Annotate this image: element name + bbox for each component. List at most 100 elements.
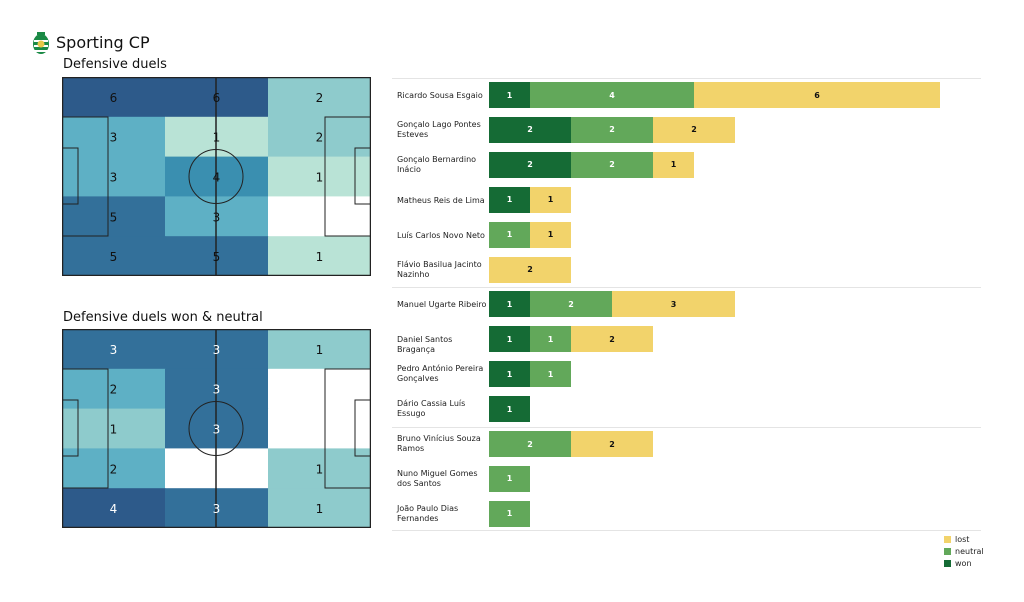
bar-won: 1 xyxy=(489,326,530,353)
heatmap-cell xyxy=(268,116,371,158)
heatmap-cell xyxy=(62,116,166,158)
sporting-logo-icon xyxy=(33,32,49,54)
heatmap-cell-label: 1 xyxy=(316,171,324,185)
player-name: Manuel Ugarte Ribeiro xyxy=(397,300,487,310)
pitch-markings xyxy=(62,77,371,276)
player-name: Pedro António Pereira Gonçalves xyxy=(397,364,484,384)
player-name: Flávio Basilua Jacinto Nazinho xyxy=(397,259,482,279)
heatmap-cell xyxy=(268,329,371,370)
heatmap-cell xyxy=(62,488,166,528)
heatmap-cell-label: 2 xyxy=(110,462,118,476)
heatmap-title-defensive-duels: Defensive duels xyxy=(63,57,167,72)
heatmap-cell-label: 3 xyxy=(213,383,221,397)
legend-swatch-won xyxy=(944,560,951,567)
team-name: Sporting CP xyxy=(56,33,150,52)
bar-neutral: 2 xyxy=(571,151,653,178)
heatmap-cell xyxy=(268,408,371,449)
group-separator xyxy=(392,427,981,428)
bar-neutral: 2 xyxy=(489,431,571,457)
bar-won: 1 xyxy=(489,291,530,318)
heatmap-cell-label: 5 xyxy=(110,250,118,264)
group-separator xyxy=(392,287,981,289)
bar-neutral: 1 xyxy=(489,221,530,248)
heatmap-cell xyxy=(268,236,371,276)
heatmap-cell xyxy=(62,156,166,197)
heatmap-cell-label: 1 xyxy=(316,250,324,264)
heatmap-cell-label: 3 xyxy=(213,423,221,437)
bar-won: 1 xyxy=(489,82,530,108)
bar-won: 1 xyxy=(489,186,530,213)
bar-neutral: 1 xyxy=(530,361,571,388)
bar-lost: 2 xyxy=(489,256,571,283)
player-name: Gonçalo Lago Pontes Esteves xyxy=(397,119,481,139)
heatmap-cell xyxy=(268,196,371,237)
bar-lost: 1 xyxy=(530,186,571,213)
heatmap-cell xyxy=(62,77,166,118)
player-name: Nuno Miguel Gomes dos Santos xyxy=(397,468,478,488)
heatmap-cell-label: 1 xyxy=(316,502,324,516)
heatmap-cell xyxy=(62,368,166,410)
legend-won: won xyxy=(944,559,972,568)
bar-neutral: 1 xyxy=(530,326,571,353)
bar-neutral: 2 xyxy=(571,116,653,143)
heatmap-cell-label: 4 xyxy=(213,171,221,185)
bar-lost: 6 xyxy=(694,82,940,108)
player-name: Ricardo Sousa Esgaio xyxy=(397,91,483,100)
heatmap-cell-label: 3 xyxy=(110,343,118,357)
heatmap-title-won-neutral: Defensive duels won & neutral xyxy=(63,310,263,325)
legend-neutral: neutral xyxy=(944,547,984,556)
player-name: Daniel Santos Bragança xyxy=(397,335,453,355)
heatmap-cell xyxy=(268,156,371,197)
heatmap-cell xyxy=(268,448,371,489)
player-name: Gonçalo Bernardino Inácio xyxy=(397,154,477,174)
bar-won: 1 xyxy=(489,396,530,423)
heatmap-cell-label: 3 xyxy=(213,210,221,224)
heatmap-cell-label: 3 xyxy=(213,343,221,357)
heatmap-cell-label: 1 xyxy=(316,462,324,476)
heatmap-cell-label: 1 xyxy=(316,343,324,357)
heatmap-cell-label: 3 xyxy=(110,171,118,185)
bar-lost: 1 xyxy=(653,151,694,178)
heatmap-cell-label: 2 xyxy=(316,131,324,145)
bar-neutral: 1 xyxy=(489,465,530,492)
group-separator xyxy=(392,530,981,531)
heatmap-cell-label: 1 xyxy=(110,423,118,437)
heatmap-cell-label: 3 xyxy=(110,131,118,145)
bar-lost: 2 xyxy=(653,116,735,143)
bar-won: 2 xyxy=(489,151,571,178)
heatmap-cell-label: 5 xyxy=(110,210,118,224)
heatmap-defensive-duels: 6 6 2 3 1 2 3 4 1 5 3 5 5 1 xyxy=(62,77,371,276)
heatmap-cell xyxy=(62,236,166,276)
pitch-markings xyxy=(62,329,371,528)
bar-neutral: 1 xyxy=(489,500,530,527)
bar-neutral: 2 xyxy=(530,291,612,318)
bar-lost: 2 xyxy=(571,326,653,353)
heatmap-cell xyxy=(268,488,371,528)
heatmap-cell-label: 6 xyxy=(213,91,221,105)
heatmap-won-neutral: 3 3 1 2 3 1 3 2 1 4 3 1 xyxy=(62,329,371,528)
bar-won: 2 xyxy=(489,116,571,143)
heatmap-cell xyxy=(62,408,166,449)
legend-swatch-neutral xyxy=(944,548,951,555)
bar-neutral: 4 xyxy=(530,82,694,108)
bar-won: 1 xyxy=(489,361,530,388)
player-name: Matheus Reis de Lima xyxy=(397,195,485,205)
legend-swatch-lost xyxy=(944,536,951,543)
bar-lost: 1 xyxy=(530,221,571,248)
heatmap-cell-label: 1 xyxy=(213,131,221,145)
heatmap-cell xyxy=(62,448,166,489)
legend-lost: lost xyxy=(944,535,969,544)
bar-lost: 2 xyxy=(571,431,653,457)
heatmap-cell xyxy=(62,329,166,370)
heatmap-cell-label: 3 xyxy=(213,502,221,516)
player-name: João Paulo Dias Fernandes xyxy=(397,503,459,523)
player-name: Bruno Vinícius Souza Ramos xyxy=(397,434,481,453)
heatmap-cell-label: 2 xyxy=(316,91,324,105)
player-name: Dário Cassia Luís Essugo xyxy=(397,399,466,419)
player-name: Luís Carlos Novo Neto xyxy=(397,230,485,240)
heatmap-cell xyxy=(268,77,371,118)
heatmap-cell-label: 6 xyxy=(110,91,118,105)
heatmap-cell xyxy=(62,196,166,237)
heatmap-cell-label: 2 xyxy=(110,383,118,397)
